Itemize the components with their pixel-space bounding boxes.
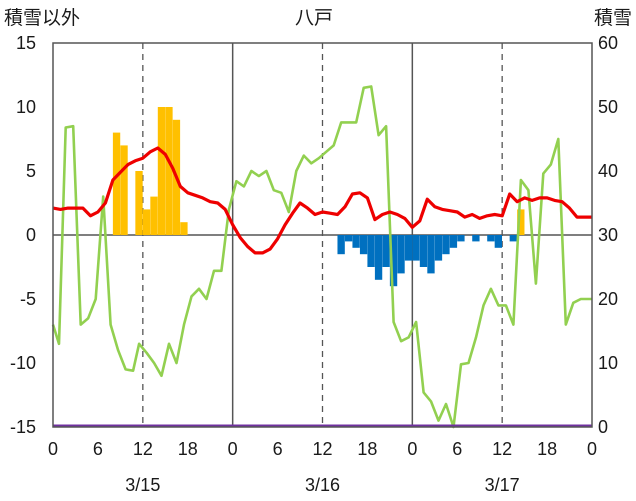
left-y-ticks: 15 10 5 0 -5 -10 -15 — [10, 33, 36, 437]
snowfall-bar — [434, 235, 443, 261]
x-tick-label: 12 — [492, 439, 512, 459]
left-tick-label: 0 — [26, 225, 36, 245]
snowfall-bar — [135, 171, 143, 235]
left-tick-label: 5 — [26, 161, 36, 181]
right-tick-label: 30 — [598, 225, 618, 245]
right-tick-label: 50 — [598, 97, 618, 117]
left-tick-label: 15 — [16, 33, 36, 53]
snowfall-bar — [472, 235, 480, 242]
right-tick-label: 40 — [598, 161, 618, 181]
x-tick-label: 0 — [587, 439, 597, 459]
snowfall-bar — [442, 235, 450, 255]
x-tick-label: 18 — [537, 439, 557, 459]
x-tick-label: 6 — [273, 439, 283, 459]
left-tick-label: -10 — [10, 353, 36, 373]
plot-frame — [52, 42, 593, 428]
snowfall-bar — [142, 209, 151, 235]
snowfall-bar — [367, 235, 375, 267]
x-tick-label: 6 — [93, 439, 103, 459]
snowfall-bars — [112, 107, 525, 287]
date-labels: 3/15 3/16 3/17 — [125, 475, 519, 495]
snowfall-bar — [412, 235, 420, 261]
right-tick-label: 20 — [598, 289, 618, 309]
x-tick-label: 0 — [407, 439, 417, 459]
snowfall-bar — [150, 196, 158, 235]
right-tick-label: 0 — [598, 417, 608, 437]
right-tick-label: 10 — [598, 353, 618, 373]
snowfall-bar — [344, 235, 353, 242]
snowfall-bar — [517, 209, 525, 235]
temperature-line — [52, 146, 592, 255]
right-y-ticks: 60 50 40 30 20 10 0 — [598, 33, 618, 437]
snowfall-bar — [449, 235, 458, 248]
snowfall-bar — [112, 132, 121, 235]
x-tick-label: 12 — [133, 439, 153, 459]
left-tick-label: -15 — [10, 417, 36, 437]
snowfall-bar — [359, 235, 368, 255]
snowfall-bar — [352, 235, 360, 248]
x-ticks: 0 6 12 18 0 6 12 18 0 6 12 18 0 — [48, 439, 597, 459]
snowfall-bar — [494, 235, 503, 248]
x-tick-label: 0 — [48, 439, 58, 459]
right-axis-title: 積雪 — [594, 7, 632, 29]
right-tick-label: 60 — [598, 33, 618, 53]
snowfall-bar — [374, 235, 383, 280]
snowfall-bar — [487, 235, 495, 242]
snowfall-bar — [180, 222, 188, 235]
date-label: 3/16 — [305, 475, 340, 495]
plot-border — [52, 42, 593, 428]
snowfall-bar — [120, 145, 128, 235]
x-tick-label: 0 — [228, 439, 238, 459]
chart-title: 八戸 — [295, 8, 333, 29]
snowfall-bar — [397, 235, 405, 274]
x-tick-label: 12 — [312, 439, 332, 459]
snowfall-bar — [419, 235, 428, 267]
snowfall-bar — [389, 235, 398, 287]
left-tick-label: -5 — [20, 289, 36, 309]
snowfall-bar — [427, 235, 435, 274]
series-lines — [51, 85, 592, 429]
snowfall-bar — [337, 235, 345, 255]
x-tick-label: 6 — [452, 439, 462, 459]
snowfall-bar — [457, 235, 465, 242]
x-tick-label: 18 — [178, 439, 198, 459]
snowfall-bar — [157, 107, 166, 235]
x-tick-label: 18 — [357, 439, 377, 459]
snowfall-bar — [404, 235, 413, 261]
snowfall-bar — [509, 235, 517, 242]
date-label: 3/17 — [485, 475, 520, 495]
snowfall-bar — [382, 235, 390, 267]
left-tick-label: 10 — [16, 97, 36, 117]
snow-depth-line — [51, 85, 592, 429]
date-label: 3/15 — [125, 475, 160, 495]
left-axis-title: 積雪以外 — [4, 7, 80, 29]
snowfall-bar — [165, 107, 173, 235]
